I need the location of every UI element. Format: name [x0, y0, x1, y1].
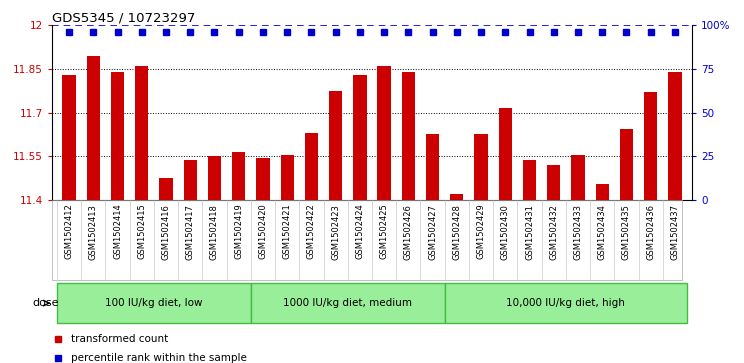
Bar [232, 152, 246, 200]
Text: GSM1502425: GSM1502425 [379, 204, 388, 260]
Bar [135, 66, 148, 200]
Bar [305, 133, 318, 200]
Bar [377, 66, 391, 200]
Bar [256, 158, 269, 200]
Bar [426, 134, 439, 200]
Text: GSM1502432: GSM1502432 [549, 204, 558, 260]
Text: GSM1502415: GSM1502415 [137, 204, 147, 260]
Bar [402, 72, 415, 200]
Bar [644, 92, 658, 200]
Text: GSM1502431: GSM1502431 [525, 204, 534, 260]
Bar [523, 160, 536, 200]
Bar [62, 75, 76, 200]
Bar [620, 129, 633, 200]
Bar [353, 75, 367, 200]
Bar [208, 156, 221, 200]
Text: 100 IU/kg diet, low: 100 IU/kg diet, low [105, 298, 202, 308]
FancyBboxPatch shape [251, 283, 445, 323]
Bar [159, 178, 173, 200]
Text: GSM1502433: GSM1502433 [574, 204, 583, 260]
Bar [329, 91, 342, 200]
Text: GSM1502413: GSM1502413 [89, 204, 97, 260]
Bar [668, 72, 682, 200]
Text: percentile rank within the sample: percentile rank within the sample [71, 352, 247, 363]
Text: GSM1502414: GSM1502414 [113, 204, 122, 260]
Bar [86, 56, 100, 200]
Text: GSM1502427: GSM1502427 [428, 204, 437, 260]
Text: 10,000 IU/kg diet, high: 10,000 IU/kg diet, high [507, 298, 625, 308]
FancyBboxPatch shape [57, 283, 251, 323]
Text: transformed count: transformed count [71, 334, 169, 344]
Text: GSM1502436: GSM1502436 [647, 204, 655, 260]
Text: GSM1502428: GSM1502428 [452, 204, 461, 260]
Bar [596, 184, 609, 200]
Text: GDS5345 / 10723297: GDS5345 / 10723297 [52, 11, 196, 24]
Bar [184, 160, 197, 200]
Text: GSM1502416: GSM1502416 [161, 204, 170, 260]
Text: GSM1502437: GSM1502437 [670, 204, 679, 260]
FancyBboxPatch shape [445, 283, 687, 323]
Text: GSM1502426: GSM1502426 [404, 204, 413, 260]
Text: GSM1502417: GSM1502417 [186, 204, 195, 260]
Bar [111, 72, 124, 200]
Text: dose: dose [33, 298, 60, 308]
Bar [280, 155, 294, 200]
Bar [547, 165, 560, 200]
Text: GSM1502424: GSM1502424 [356, 204, 365, 260]
Bar [571, 155, 585, 200]
Text: GSM1502430: GSM1502430 [501, 204, 510, 260]
Text: GSM1502412: GSM1502412 [65, 204, 74, 260]
Text: GSM1502418: GSM1502418 [210, 204, 219, 260]
Bar [450, 194, 464, 200]
Text: GSM1502419: GSM1502419 [234, 204, 243, 260]
Text: GSM1502423: GSM1502423 [331, 204, 340, 260]
Text: GSM1502420: GSM1502420 [258, 204, 267, 260]
Text: GSM1502421: GSM1502421 [283, 204, 292, 260]
Text: GSM1502429: GSM1502429 [477, 204, 486, 260]
Text: 1000 IU/kg diet, medium: 1000 IU/kg diet, medium [283, 298, 412, 308]
Bar [475, 134, 488, 200]
Text: GSM1502435: GSM1502435 [622, 204, 631, 260]
Bar [498, 108, 512, 200]
Text: GSM1502422: GSM1502422 [307, 204, 316, 260]
Text: GSM1502434: GSM1502434 [597, 204, 607, 260]
